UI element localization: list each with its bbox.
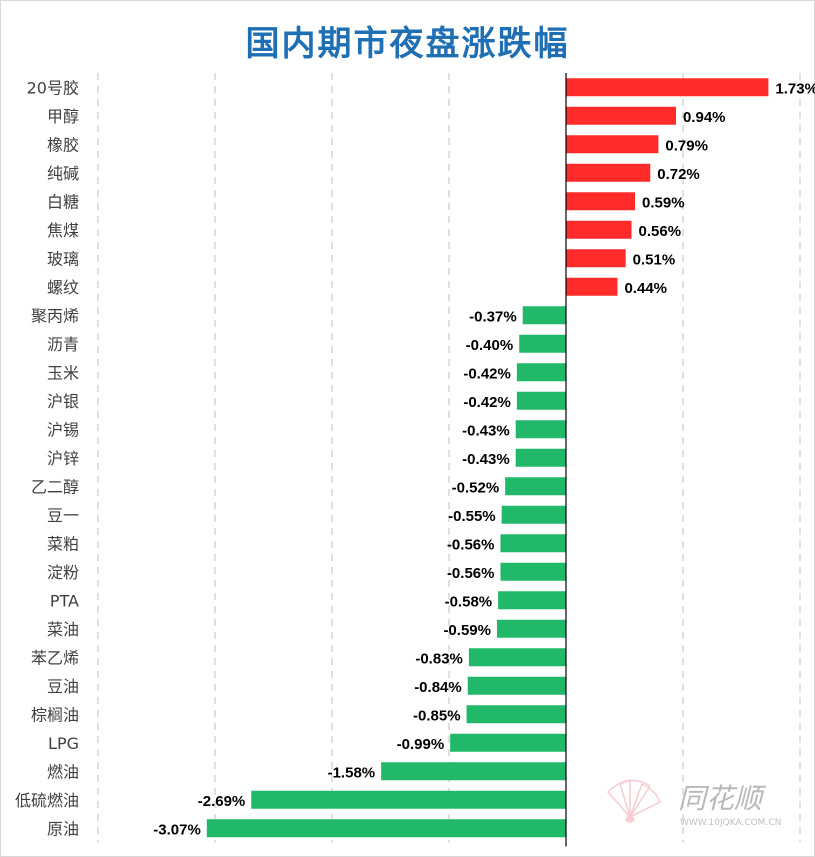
data-label: -0.42% [463, 394, 511, 411]
bar [566, 249, 626, 268]
bar [566, 220, 632, 239]
bar [501, 505, 566, 524]
data-label: -2.69% [198, 793, 246, 810]
data-label: -0.84% [414, 679, 462, 696]
bar [496, 619, 566, 638]
category-label: 纯碱 [47, 164, 79, 183]
data-label: -0.52% [452, 479, 500, 496]
category-label: 乙二醇 [31, 477, 79, 496]
category-label: 焦煤 [47, 221, 79, 240]
bar [519, 334, 566, 353]
category-label: 豆油 [47, 677, 79, 696]
data-label: -0.99% [397, 736, 445, 753]
fan-logo-icon [606, 779, 661, 823]
data-label: 0.44% [624, 280, 667, 297]
bar [566, 78, 769, 97]
bar [515, 420, 566, 439]
category-label: 沪银 [47, 392, 79, 411]
watermark-logo: 同花顺 WWW.10JQKA.COM.CN [606, 779, 781, 828]
data-label: 0.51% [633, 251, 676, 268]
category-label: 菜油 [47, 620, 79, 639]
data-label: -0.85% [413, 707, 461, 724]
bar [566, 135, 659, 154]
bar [468, 648, 566, 667]
watermark-url: WWW.10JQKA.COM.CN [680, 818, 781, 828]
category-label: 橡胶 [47, 135, 79, 154]
data-label: 0.59% [642, 194, 685, 211]
bar [206, 819, 566, 838]
data-label: 0.79% [665, 137, 708, 154]
bar [516, 391, 566, 410]
data-label: -0.43% [462, 422, 510, 439]
bar [467, 676, 566, 695]
category-label: 沪锌 [47, 449, 79, 468]
data-label: -0.58% [445, 593, 493, 610]
category-label: 玻璃 [47, 249, 79, 268]
bar [498, 591, 566, 610]
category-label: PTA [50, 591, 79, 610]
category-label: 低硫燃油 [15, 791, 79, 810]
data-label: -0.40% [466, 337, 514, 354]
data-label: -0.56% [447, 565, 495, 582]
category-label: 沪锡 [47, 420, 79, 439]
bar [516, 363, 566, 382]
bar [450, 733, 566, 752]
category-label: 螺纹 [47, 278, 79, 297]
bar [515, 448, 566, 467]
category-label: 原油 [47, 819, 79, 838]
category-label: 燃油 [47, 762, 79, 781]
chart-title: 国内期市夜盘涨跌幅 [245, 24, 570, 64]
bar [566, 163, 651, 182]
data-label: -1.58% [328, 764, 376, 781]
data-label: 1.73% [775, 80, 815, 97]
watermark-brand: 同花顺 [678, 782, 767, 815]
bar [505, 477, 566, 496]
data-label: -0.43% [462, 451, 510, 468]
data-label: -0.56% [447, 536, 495, 553]
bar [251, 790, 566, 809]
category-label: 白糖 [47, 192, 79, 211]
category-label: 玉米 [47, 363, 79, 382]
bar [500, 534, 566, 553]
bar [566, 106, 676, 125]
data-label: 0.94% [683, 109, 726, 126]
category-label: 淀粉 [47, 563, 79, 582]
bar [566, 277, 618, 296]
category-label: 菜粕 [47, 534, 79, 553]
data-label: -3.07% [153, 821, 201, 838]
data-label: -0.55% [448, 508, 496, 525]
category-label: 20号胶 [27, 78, 79, 97]
category-label: 棕榈油 [31, 705, 79, 724]
data-label: -0.59% [443, 622, 491, 639]
category-label: 沥青 [47, 335, 79, 354]
bar [522, 306, 566, 325]
data-label: -0.42% [463, 365, 511, 382]
data-label: 0.56% [639, 223, 682, 240]
data-label: -0.83% [415, 650, 463, 667]
bar [500, 562, 566, 581]
category-label: LPG [48, 734, 79, 753]
data-label: -0.37% [469, 308, 517, 325]
category-label: 豆一 [47, 506, 79, 525]
bar [566, 192, 636, 211]
category-label: 聚丙烯 [31, 306, 79, 325]
data-label: 0.72% [657, 166, 700, 183]
category-label: 苯乙烯 [31, 648, 79, 667]
category-label: 甲醇 [47, 107, 79, 126]
bar [381, 762, 566, 781]
bar [466, 705, 566, 724]
